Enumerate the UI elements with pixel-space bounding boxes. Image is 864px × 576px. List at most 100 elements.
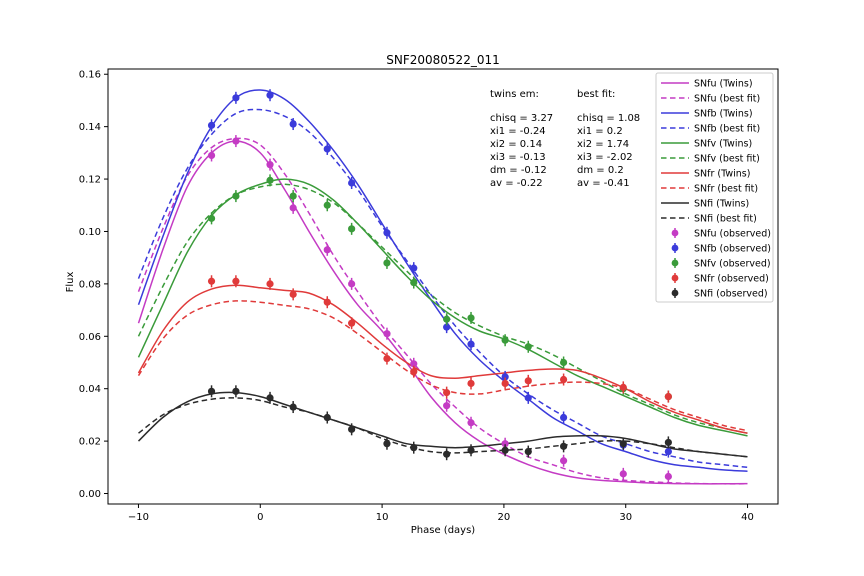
twins-annotation-line-2: xi2 = 0.14 — [490, 139, 542, 150]
point-snfi-14 — [664, 438, 672, 447]
y-tick-label-4: 0.08 — [79, 279, 101, 290]
point-snfi-8 — [443, 450, 451, 458]
y-tick-label-7: 0.14 — [79, 122, 101, 133]
chart-title: SNF20080522_011 — [386, 53, 499, 67]
point-snfi-4 — [323, 413, 331, 422]
y-tick-label-3: 0.06 — [79, 332, 101, 343]
point-snfb-5 — [348, 179, 356, 187]
point-snfr-3 — [289, 290, 297, 298]
point-snfb-4 — [323, 145, 331, 153]
point-snfr-5 — [348, 319, 356, 327]
legend-label-snfb-best-fit: SNfb (best fit) — [694, 124, 760, 135]
legend-label-snfb-observed: SNfb (observed) — [694, 244, 771, 255]
x-tick-label-0: −10 — [128, 512, 149, 523]
y-axis-label: Flux — [65, 272, 76, 293]
point-snfv-3 — [289, 192, 297, 200]
legend-label-snfr-twins: SNfr (Twins) — [694, 169, 750, 180]
point-snfr-12 — [560, 375, 568, 384]
best-annotation-line-1: xi1 = 0.2 — [577, 126, 623, 137]
point-snfi-5 — [348, 425, 356, 433]
twins-annotation-header: twins em: — [490, 89, 539, 100]
point-snfr-11 — [524, 377, 532, 385]
best-fit-annotation: best fit: chisq = 1.08 xi1 = 0.2 xi2 = 1.7… — [577, 89, 640, 189]
legend-label-snfb-twins: SNfb (Twins) — [694, 109, 753, 120]
point-snfb-0 — [207, 121, 216, 129]
legend: SNfu (Twins) SNfu (best fit) SNfb (Twins) S… — [655, 72, 774, 303]
point-snfb-11 — [524, 394, 532, 402]
point-snfu-8 — [443, 402, 451, 410]
twins-fit-annotation: twins em: chisq = 3.27 xi1 = -0.24 xi2 = 0… — [490, 89, 553, 189]
point-snfu-1 — [232, 137, 240, 145]
point-snfi-0 — [207, 387, 216, 395]
point-snfb-7 — [410, 264, 418, 272]
y-tick-label-2: 0.04 — [79, 384, 101, 395]
axes: −10 0 10 20 30 40 0.00 0.02 0.04 0.06 0.08 0.10 0.12… — [79, 68, 779, 523]
best-annotation-line-4: dm = 0.2 — [577, 165, 624, 176]
legend-marker-snfr-observed — [671, 274, 679, 282]
point-snfi-6 — [383, 440, 391, 448]
x-tick-label-5: 40 — [741, 512, 754, 523]
point-snfu-3 — [289, 204, 297, 212]
point-snfb-10 — [501, 373, 509, 381]
x-tick-label-2: 10 — [376, 512, 389, 523]
point-snfi-13 — [619, 440, 627, 448]
point-snfi-1 — [232, 387, 240, 395]
point-snfr-1 — [232, 277, 240, 285]
point-snfb-2 — [266, 91, 274, 99]
y-tick-label-6: 0.12 — [79, 175, 101, 186]
point-snfu-10 — [501, 440, 509, 448]
point-snfi-2 — [266, 394, 274, 402]
point-snfv-0 — [207, 214, 216, 222]
point-snfr-14 — [664, 392, 672, 401]
point-snfu-13 — [664, 472, 672, 481]
legend-label-snfi-best-fit: SNfi (best fit) — [694, 214, 757, 225]
point-snfr-6 — [383, 354, 391, 363]
point-snfr-9 — [467, 379, 475, 388]
legend-label-snfu-best-fit: SNfu (best fit) — [694, 94, 760, 105]
point-snfi-11 — [524, 447, 532, 456]
point-snfr-4 — [323, 298, 331, 306]
best-annotation-line-3: xi3 = -2.02 — [577, 152, 633, 163]
point-snfv-6 — [383, 259, 391, 267]
best-annotation-header: best fit: — [577, 89, 615, 100]
line-snfr-best-fit — [137, 300, 748, 432]
legend-box — [655, 72, 774, 303]
best-annotation-line-0: chisq = 1.08 — [577, 113, 640, 124]
point-snfr-10 — [501, 379, 509, 388]
legend-marker-snfu-observed — [671, 229, 679, 237]
point-snfr-7 — [410, 368, 418, 376]
legend-marker-snfi-observed — [671, 289, 679, 297]
legend-label-snfv-observed: SNfv (observed) — [694, 259, 771, 270]
point-snfv-5 — [348, 225, 356, 233]
point-snfb-1 — [232, 94, 240, 102]
point-snfv-8 — [443, 315, 451, 323]
point-snfb-6 — [383, 229, 391, 237]
x-tick-label-3: 20 — [498, 512, 511, 523]
point-snfu-5 — [348, 280, 356, 288]
x-tick-label-4: 30 — [619, 512, 632, 523]
point-snfu-12 — [619, 470, 627, 478]
point-snfu-2 — [266, 161, 274, 169]
line-snfr-twins — [137, 284, 748, 434]
y-tick-label-5: 0.10 — [79, 227, 101, 238]
point-snfv-2 — [266, 176, 274, 184]
legend-label-snfr-observed: SNfr (observed) — [694, 274, 769, 285]
point-snfi-3 — [289, 403, 297, 411]
point-snfu-9 — [467, 419, 475, 427]
best-annotation-line-5: av = -0.41 — [577, 178, 630, 189]
legend-label-snfr-best-fit: SNfr (best fit) — [694, 184, 758, 195]
point-snfv-12 — [560, 358, 568, 367]
legend-label-snfv-twins: SNfv (Twins) — [694, 139, 752, 150]
legend-label-snfi-twins: SNfi (Twins) — [694, 199, 749, 210]
plot-frame — [107, 68, 779, 505]
point-snfb-3 — [289, 120, 297, 128]
point-snfi-7 — [410, 444, 418, 452]
y-tick-label-1: 0.02 — [79, 437, 101, 448]
y-tick-label-8: 0.16 — [79, 70, 101, 81]
point-snfv-11 — [524, 343, 532, 351]
observed-points — [207, 89, 672, 483]
point-snfi-12 — [560, 442, 568, 450]
legend-label-snfu-observed: SNfu (observed) — [694, 229, 771, 240]
twins-annotation-line-0: chisq = 3.27 — [490, 113, 553, 124]
